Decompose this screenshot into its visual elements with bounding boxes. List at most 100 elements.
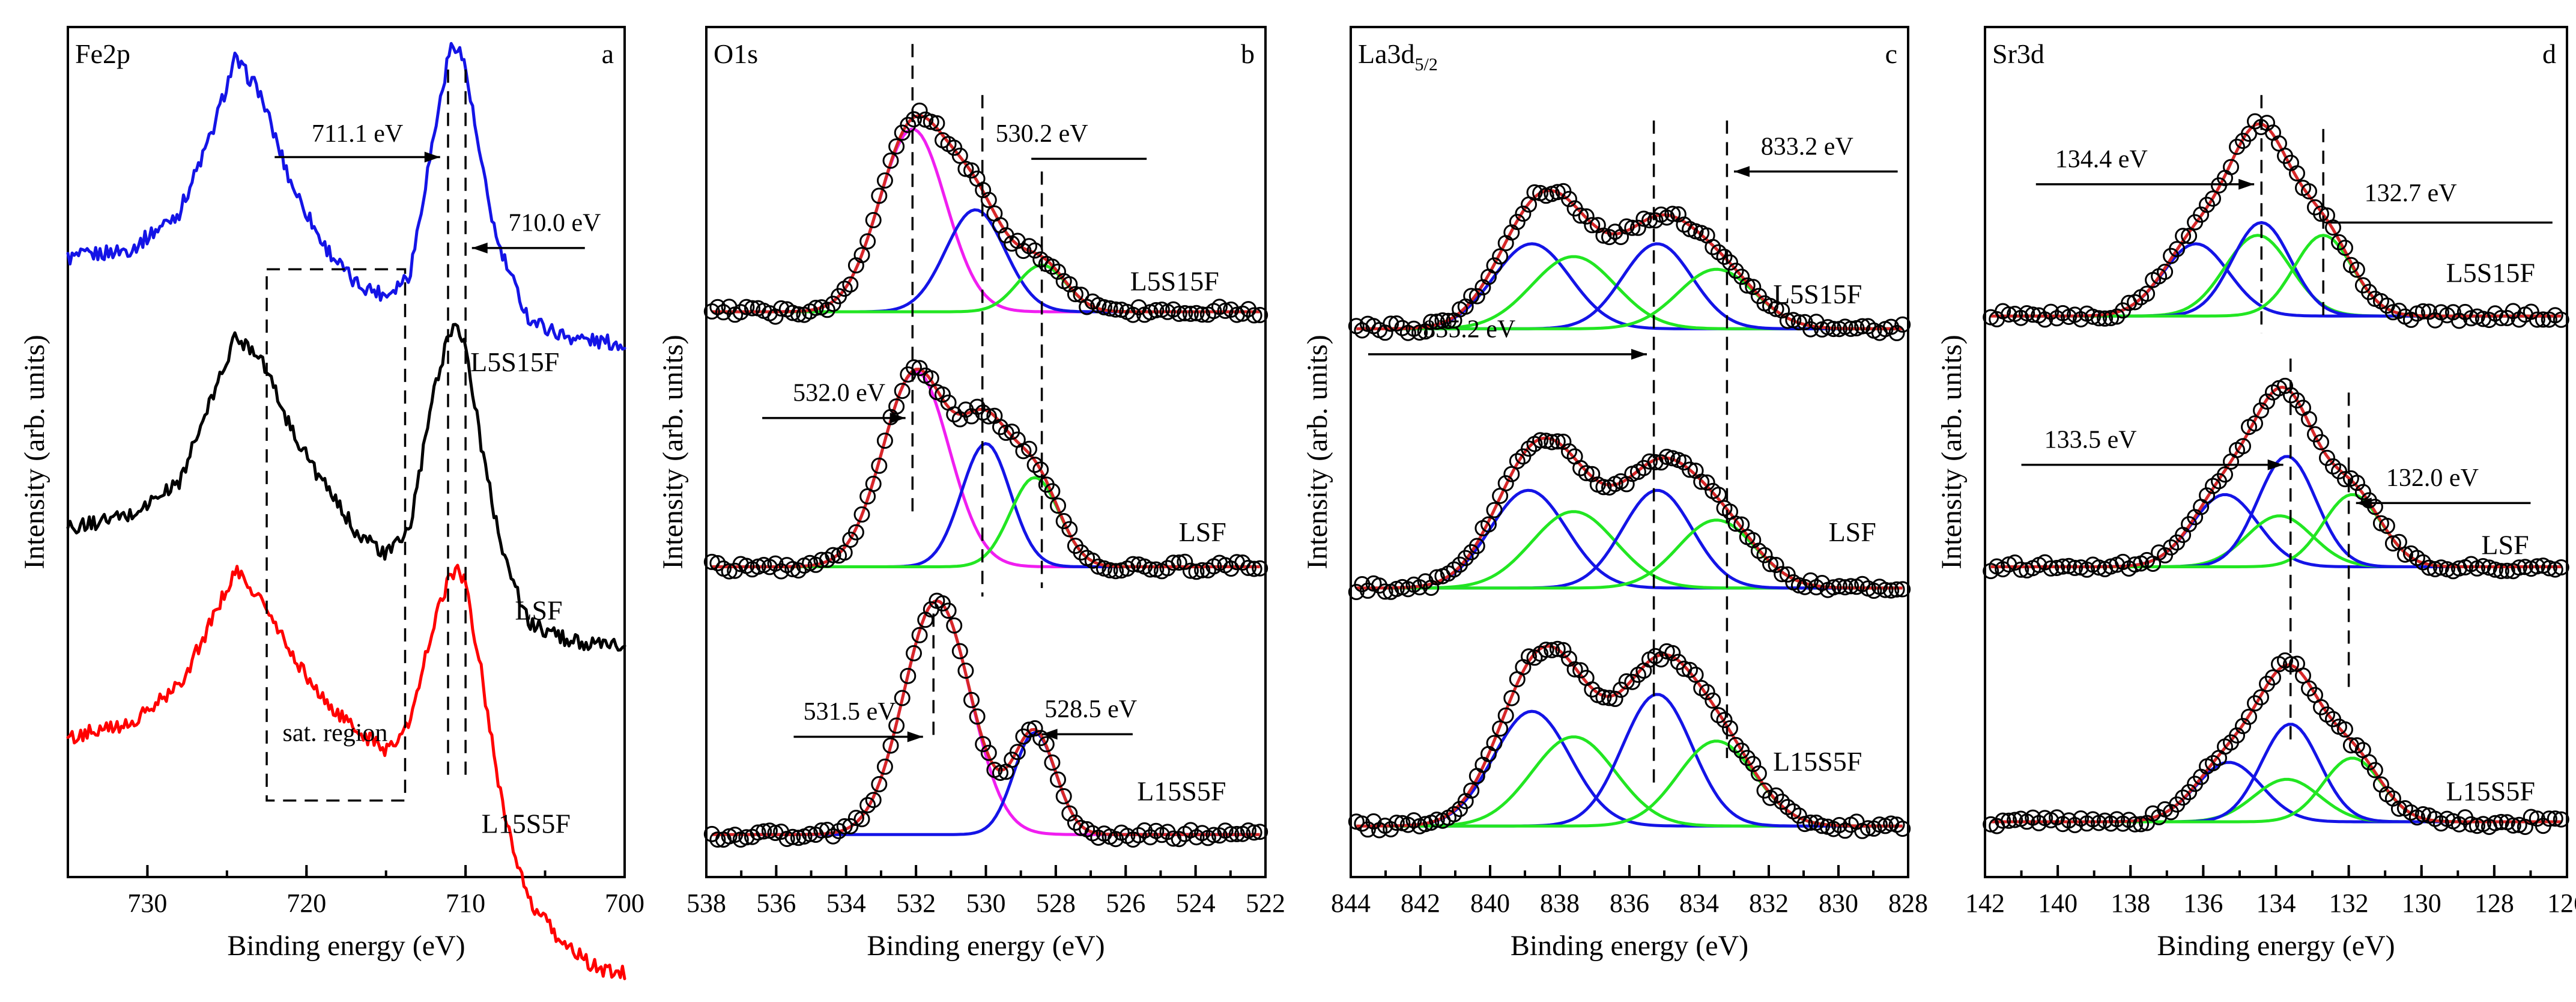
data-point xyxy=(847,810,864,826)
fit-envelope-LSF xyxy=(1356,436,1903,590)
data-point xyxy=(819,551,835,568)
data-point xyxy=(1544,642,1560,658)
data-point xyxy=(1021,440,1037,457)
data-point xyxy=(923,114,939,130)
data-point xyxy=(1061,521,1078,538)
data-point xyxy=(2319,449,2335,466)
sat-region-label: sat. region xyxy=(282,720,387,747)
data-point xyxy=(790,830,807,846)
data-point xyxy=(1883,582,1900,599)
panel-title: Fe2p xyxy=(75,38,130,69)
data-point xyxy=(1521,440,1537,457)
data-point xyxy=(2337,240,2353,256)
data-point xyxy=(1468,538,1485,554)
data-point xyxy=(1102,562,1118,578)
data-point xyxy=(1888,324,1905,341)
data-point xyxy=(1578,208,1595,225)
data-point xyxy=(1503,690,1520,706)
data-point xyxy=(859,233,876,250)
data-point xyxy=(946,139,963,156)
x-tick-label: 134 xyxy=(2256,888,2296,918)
data-point xyxy=(1561,190,1577,207)
fit-peak-LSF-0 xyxy=(2013,493,2557,568)
x-axis-label: Binding energy (eV) xyxy=(867,930,1105,962)
data-point xyxy=(975,736,992,753)
data-point xyxy=(2396,546,2413,563)
data-point xyxy=(1549,433,1566,450)
data-point xyxy=(1446,561,1462,578)
data-point xyxy=(790,306,807,323)
data-point xyxy=(2109,308,2126,325)
annotation-text: 132.0 eV xyxy=(2386,464,2479,492)
data-point xyxy=(2217,466,2233,483)
panel-title-text: Fe2p xyxy=(75,38,130,69)
data-point xyxy=(1762,556,1778,572)
x-axis-label: Binding energy (eV) xyxy=(227,930,465,962)
data-point xyxy=(2091,559,2108,576)
data-point xyxy=(1359,821,1376,838)
sat-region-box xyxy=(265,268,407,802)
data-point xyxy=(1722,254,1738,271)
series-line-L5S15F xyxy=(66,41,626,351)
data-point xyxy=(2181,784,2198,801)
data-point xyxy=(1228,825,1245,842)
data-point xyxy=(2055,558,2071,575)
data-point xyxy=(1486,257,1503,274)
data-point xyxy=(1584,681,1601,698)
data-point xyxy=(2450,312,2467,329)
data-point xyxy=(1837,822,1853,839)
data-point xyxy=(802,825,819,842)
fit-peak-LSF-3 xyxy=(1384,518,1899,590)
arrow-head xyxy=(2267,459,2284,470)
series-line-L15S5F xyxy=(66,563,626,980)
data-point xyxy=(1405,812,1422,829)
data-point xyxy=(2541,810,2557,827)
panel-b: 538 536 534 532 530 528 526 524 522 Binding energ… xyxy=(657,26,1285,962)
y-axis-label: Intensity (arb. units) xyxy=(19,335,50,569)
annotation-text: 134.4 eV xyxy=(2055,145,2148,173)
x-tick-label: 522 xyxy=(1246,888,1285,918)
data-point xyxy=(1641,453,1658,470)
annotation-text: 835.2 eV xyxy=(1423,315,1515,343)
data-point xyxy=(1509,453,1526,470)
data-point xyxy=(1607,690,1623,707)
data-point xyxy=(865,475,882,492)
data-point xyxy=(1211,827,1228,844)
data-point xyxy=(1252,824,1268,840)
data-point xyxy=(963,408,980,425)
data-point xyxy=(882,737,899,754)
annotation-text: 132.7 eV xyxy=(2365,180,2457,207)
x-tick-label: 530 xyxy=(966,888,1006,918)
data-point xyxy=(1463,782,1480,799)
x-axis-label: Binding energy (eV) xyxy=(1511,930,1748,962)
data-point xyxy=(1032,461,1049,478)
data-point xyxy=(1814,818,1831,834)
data-point xyxy=(2487,815,2503,831)
data-point xyxy=(1044,754,1061,771)
data-point xyxy=(853,247,870,264)
data-point xyxy=(847,524,864,541)
data-point xyxy=(1067,286,1083,303)
data-point xyxy=(2253,689,2269,706)
data-point xyxy=(1682,461,1698,478)
data-point xyxy=(2462,816,2479,833)
x-tick-label: 720 xyxy=(286,888,326,918)
data-point xyxy=(2529,311,2545,328)
data-point xyxy=(929,115,945,132)
data-point xyxy=(1877,581,1894,598)
data-point xyxy=(1825,579,1842,596)
data-point xyxy=(2523,809,2539,825)
data-point xyxy=(1055,788,1072,804)
data-point xyxy=(1096,299,1112,315)
data-point xyxy=(1894,821,1911,837)
data-point xyxy=(732,304,749,321)
data-point xyxy=(1365,813,1382,830)
data-point xyxy=(2067,559,2084,576)
data-point xyxy=(2007,812,2023,828)
data-point xyxy=(1205,827,1222,843)
data-point xyxy=(1050,263,1066,280)
data-point xyxy=(2013,561,2029,578)
data-point xyxy=(2097,310,2114,327)
data-point xyxy=(2247,415,2263,432)
data-point xyxy=(2235,438,2251,455)
